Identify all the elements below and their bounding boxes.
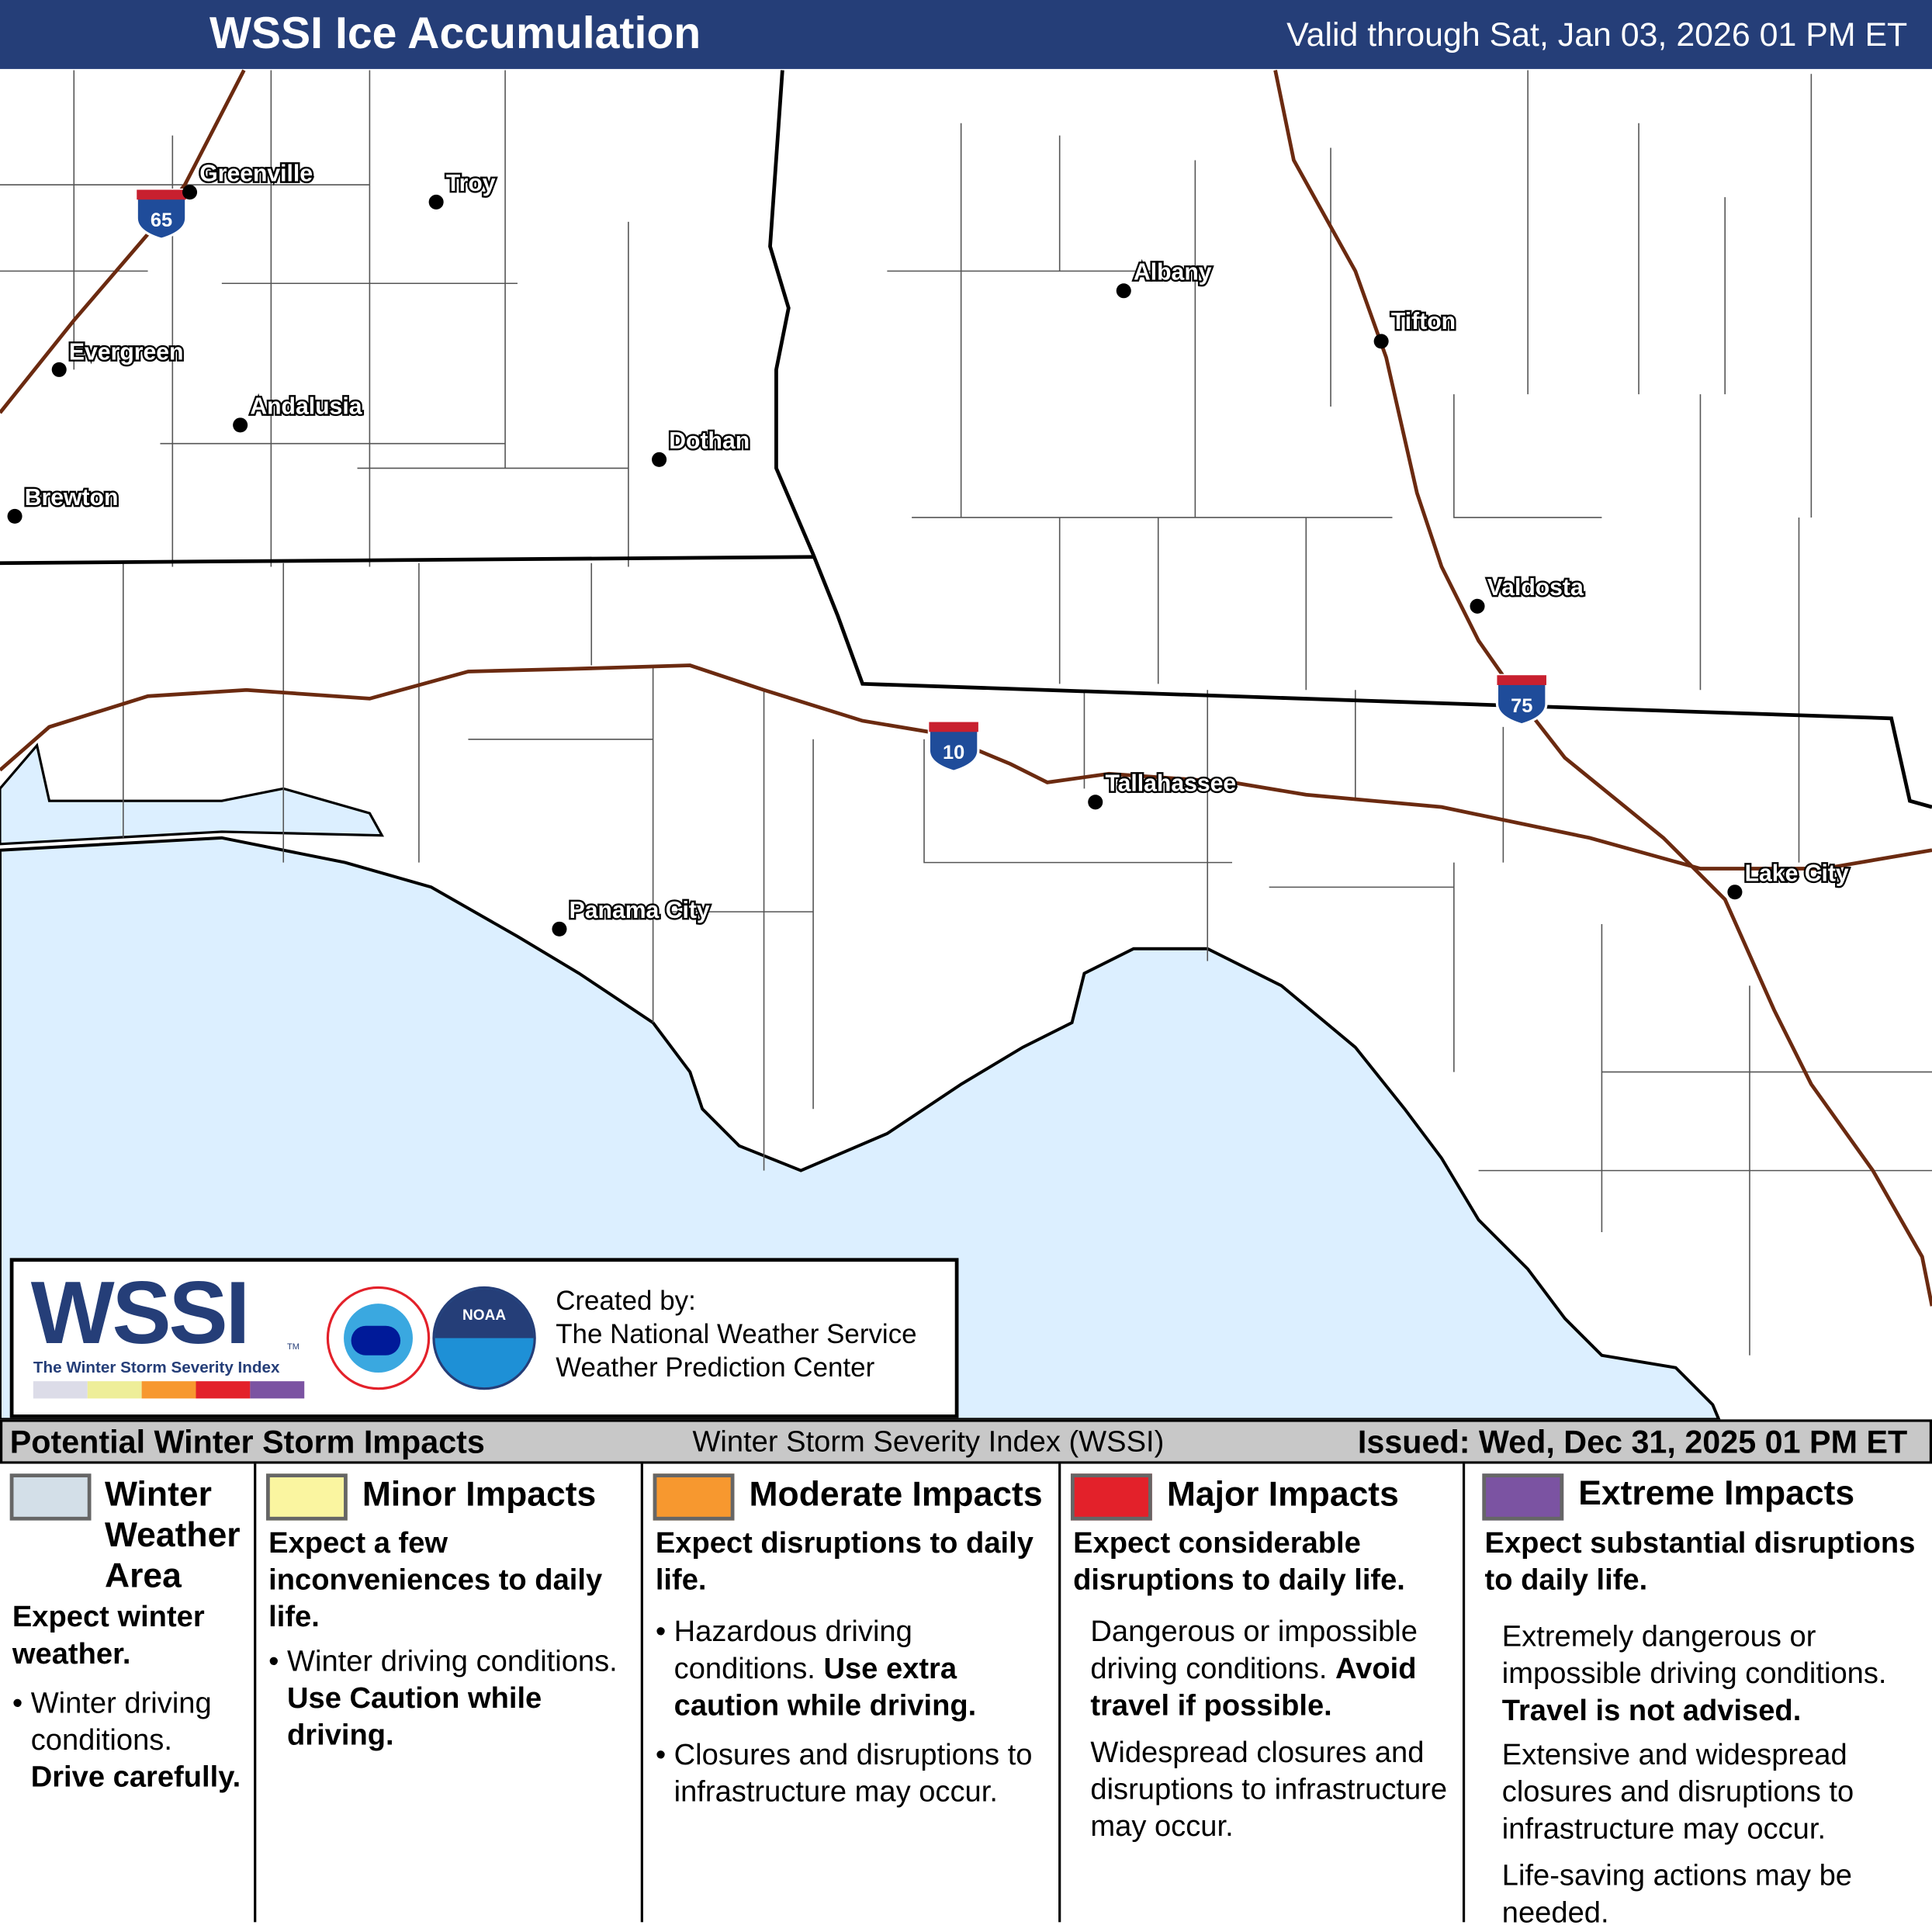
svg-text:75: 75 <box>1511 695 1532 717</box>
issued-time: Issued: Wed, Dec 31, 2025 01 PM ET <box>1357 1423 1908 1460</box>
swatch-minor <box>266 1473 348 1521</box>
svg-text:Tifton: Tifton <box>1391 309 1456 334</box>
svg-text:10: 10 <box>943 742 964 763</box>
header-bar: WSSI Ice Accumulation Valid through Sat,… <box>0 0 1932 69</box>
legend-major: Major Impacts Expect considerable disrup… <box>1061 1463 1466 1923</box>
map-title: WSSI Ice Accumulation <box>209 7 701 58</box>
svg-text:Panama City: Panama City <box>570 898 710 923</box>
svg-text:Greenville: Greenville <box>199 161 313 186</box>
svg-text:Troy: Troy <box>446 171 496 196</box>
city-andalusia: Andalusia <box>233 392 364 433</box>
svg-text:Andalusia: Andalusia <box>250 394 362 420</box>
svg-text:Valdosta: Valdosta <box>1487 575 1584 601</box>
city-troy: Troy <box>428 169 497 209</box>
svg-text:Dothan: Dothan <box>669 428 750 454</box>
city-evergreen: Evergreen <box>51 338 185 377</box>
legend-subtitle: Winter Storm Severity Index (WSSI) <box>692 1425 1165 1459</box>
legend-winter-weather-area: Winter Weather Area Expect winter weathe… <box>0 1463 257 1923</box>
city-greenville: Greenville <box>182 159 314 200</box>
city-tallahassee: Tallahassee <box>1088 769 1238 810</box>
city-albany: Albany <box>1116 258 1214 299</box>
cities: Greenville Troy Evergreen Andalusia Brew… <box>7 159 1851 937</box>
svg-text:Lake City: Lake City <box>1745 860 1849 886</box>
created-by: Created by: <box>556 1285 696 1316</box>
nws-logo <box>326 1286 431 1390</box>
city-tifton: Tifton <box>1373 307 1457 349</box>
org-wpc: Weather Prediction Center <box>556 1352 875 1383</box>
interstate-10-shield: 10 <box>927 720 980 773</box>
legend-minor: Minor Impacts Expect a few inconvenience… <box>256 1463 643 1923</box>
svg-text:65: 65 <box>151 209 172 231</box>
legend-header: Potential Winter Storm Impacts Winter St… <box>0 1419 1932 1464</box>
city-dothan: Dothan <box>652 427 752 467</box>
svg-text:Tallahassee: Tallahassee <box>1105 771 1236 797</box>
city-panama-city: Panama City <box>552 896 712 937</box>
bay-water <box>0 743 385 846</box>
state-borders <box>0 70 1932 809</box>
swatch-moderate <box>653 1473 735 1521</box>
svg-text:Albany: Albany <box>1134 259 1212 285</box>
impact-legend: Winter Weather Area Expect winter weathe… <box>0 1463 1932 1932</box>
interstate-65-shield: 65 <box>135 188 188 241</box>
org-nws: The National Weather Service <box>556 1318 917 1349</box>
swatch-winter <box>9 1473 92 1521</box>
wssi-logo: WSSI TM The Winter Storm Severity Index <box>31 1269 314 1399</box>
map: 65 10 75 Greenville Troy Evergreen Andal… <box>0 68 1932 1420</box>
county-lines <box>0 70 1932 1356</box>
legend-title: Potential Winter Storm Impacts <box>9 1423 485 1460</box>
city-lake-city: Lake City <box>1727 859 1851 900</box>
swatch-major <box>1070 1473 1152 1521</box>
svg-text:Brewton: Brewton <box>25 485 119 511</box>
interstate-75-shield: 75 <box>1495 673 1548 726</box>
city-valdosta: Valdosta <box>1470 573 1585 614</box>
swatch-extreme <box>1482 1473 1564 1521</box>
valid-time: Valid through Sat, Jan 03, 2026 01 PM ET <box>1286 16 1908 54</box>
svg-text:Evergreen: Evergreen <box>69 340 184 365</box>
legend-moderate: Moderate Impacts Expect disruptions to d… <box>643 1463 1061 1923</box>
credits-box: WSSI TM The Winter Storm Severity Index … <box>9 1258 959 1418</box>
city-brewton: Brewton <box>7 483 120 524</box>
interstate-shields: 65 10 75 <box>135 188 1548 773</box>
noaa-logo: NOAA <box>432 1286 536 1390</box>
